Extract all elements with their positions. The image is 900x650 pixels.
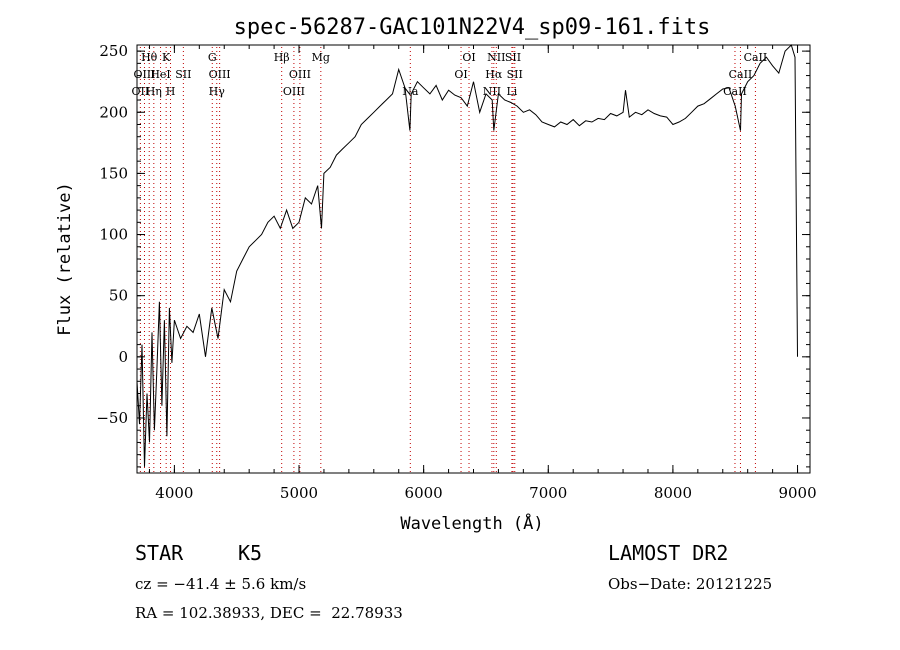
y-tick-label: 200: [99, 103, 128, 121]
y-tick-label: 250: [99, 42, 128, 60]
line-label-24: CaII: [744, 51, 768, 64]
line-label-13: OIII: [283, 85, 305, 98]
line-label-20: Hα: [485, 68, 503, 81]
line-label-0: Hθ: [141, 51, 158, 64]
survey-name: LAMOST DR2: [608, 541, 729, 565]
line-label-8: G: [208, 51, 217, 64]
line-label-21: SII: [507, 68, 523, 81]
line-label-6: SII: [175, 68, 191, 81]
observation-date: Obs−Date: 20121225: [608, 575, 773, 593]
line-label-1: OIII: [133, 68, 155, 81]
line-label-3: K: [162, 51, 171, 64]
coordinates: RA = 102.38933, DEC = 22.78933: [135, 604, 403, 622]
y-tick-label: 100: [99, 226, 128, 244]
y-tick-label: 0: [118, 348, 128, 366]
x-tick-label: 5000: [280, 484, 318, 502]
spectrum-series-line: [136, 44, 798, 467]
x-axis: 4000 5000 6000 7000 8000 9000: [148, 45, 817, 502]
x-axis-label: Wavelength (Å): [400, 512, 543, 534]
y-axis-label: Flux (relative): [55, 182, 75, 336]
x-tick-label: 4000: [155, 484, 193, 502]
y-axis: −50 0 50 100 150 200 250: [96, 42, 810, 468]
line-label-2: OII: [132, 85, 150, 98]
spectral-line-markers: [139, 47, 756, 472]
redshift-velocity: cz = −41.4 ± 5.6 km/s: [135, 575, 307, 593]
line-label-9: OIII: [209, 68, 231, 81]
line-label-23: Li: [506, 85, 517, 98]
line-label-11: Hβ: [274, 51, 290, 64]
x-tick-label: 9000: [778, 484, 816, 502]
line-label-25: CaII: [729, 68, 753, 81]
line-label-14: Mg: [312, 51, 330, 64]
object-class: STAR: [135, 541, 184, 565]
y-tick-label: 150: [99, 164, 128, 182]
line-label-4: HeI: [150, 68, 170, 81]
plot-frame: [136, 44, 811, 474]
line-label-15: Na: [402, 85, 419, 98]
x-tick-label: 8000: [654, 484, 692, 502]
line-label-17: OI: [454, 68, 467, 81]
x-tick-label: 7000: [529, 484, 567, 502]
chart-title: spec-56287-GAC101N22V4_sp09-161.fits: [234, 15, 711, 40]
y-tick-label: 50: [109, 287, 128, 305]
line-label-19: SII: [505, 51, 521, 64]
line-label-18: NII: [487, 51, 505, 64]
object-subclass: K5: [238, 541, 263, 565]
line-label-16: OI: [462, 51, 475, 64]
line-label-5: Hη: [146, 85, 162, 98]
line-label-10: Hγ: [209, 85, 226, 98]
line-label-12: OIII: [289, 68, 311, 81]
y-tick-label: −50: [96, 409, 128, 427]
x-tick-label: 6000: [405, 484, 443, 502]
line-label-7: H: [166, 85, 176, 98]
